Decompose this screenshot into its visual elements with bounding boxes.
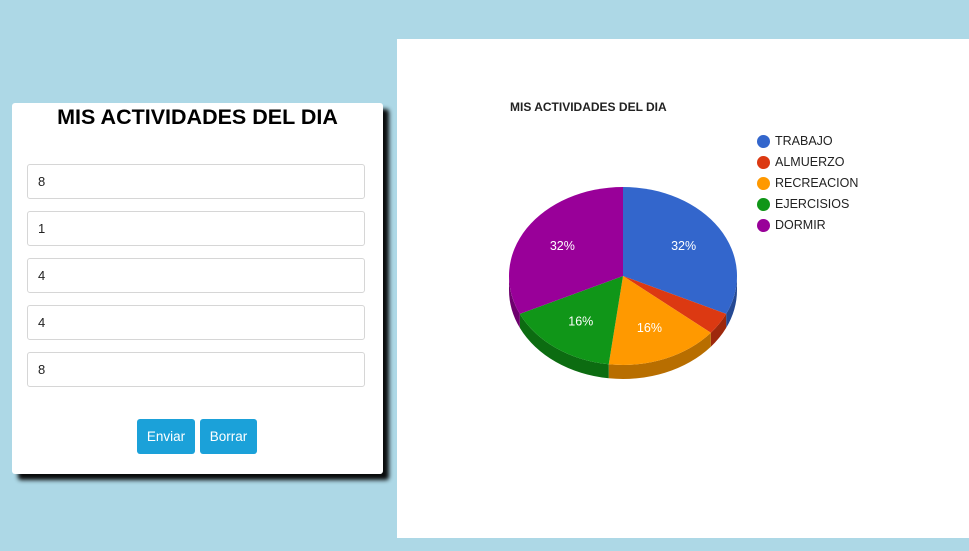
legend-label: ALMUERZO [775, 155, 845, 169]
pie-slice-recreacion[interactable] [608, 276, 711, 365]
pie-side-trabajo [726, 276, 737, 328]
activity-form-card: MIS ACTIVIDADES DEL DIA Enviar Borrar [12, 103, 383, 474]
pie-slice-ejercisios[interactable] [519, 276, 623, 365]
form-title: MIS ACTIVIDADES DEL DIA [57, 105, 338, 129]
legend-label: TRABAJO [775, 134, 833, 148]
pie-slice-dormir[interactable] [509, 187, 623, 314]
pie-chart: 32% 16% 16% 32% [509, 187, 737, 379]
pie-side-dormir [509, 276, 520, 328]
recreacion-hours-input[interactable] [27, 258, 365, 293]
ejercicios-hours-input[interactable] [27, 305, 365, 340]
pie-slice-trabajo[interactable] [623, 187, 737, 314]
pie-label-dormir: 32% [550, 239, 575, 253]
legend-label: DORMIR [775, 218, 826, 232]
pie-label-trabajo: 32% [671, 239, 696, 253]
legend-item-recreacion[interactable]: RECREACION [757, 175, 858, 191]
pie-slice-almuerzo[interactable] [623, 276, 727, 333]
legend-item-dormir[interactable]: DORMIR [757, 217, 826, 233]
pie-label-recreacion: 16% [637, 321, 662, 335]
legend-label: RECREACION [775, 176, 859, 190]
trabajo-hours-input[interactable] [27, 164, 365, 199]
legend-item-trabajo[interactable]: TRABAJO [757, 133, 833, 149]
chart-title: MIS ACTIVIDADES DEL DIA [510, 100, 667, 114]
borrar-button[interactable]: Borrar [200, 419, 257, 454]
pie-side-recreacion [608, 332, 711, 379]
dormir-hours-input[interactable] [27, 352, 365, 387]
legend-dot-icon [757, 155, 770, 169]
legend-dot-icon [757, 197, 770, 211]
legend-item-almuerzo[interactable]: ALMUERZO [757, 154, 844, 170]
chart-panel: MIS ACTIVIDADES DEL DIA 32% 16% 16% 32% TRA… [397, 39, 969, 538]
almuerzo-hours-input[interactable] [27, 211, 365, 246]
pie-side-almuerzo [710, 313, 727, 347]
legend-item-ejercisios[interactable]: EJERCISIOS [757, 196, 849, 212]
pie-side-ejercisios [519, 313, 609, 379]
legend-dot-icon [757, 176, 770, 190]
enviar-button[interactable]: Enviar [137, 419, 195, 454]
legend-label: EJERCISIOS [775, 197, 850, 211]
pie-label-ejercisios: 16% [568, 314, 593, 328]
legend-dot-icon [757, 218, 770, 232]
legend-dot-icon [757, 134, 770, 148]
